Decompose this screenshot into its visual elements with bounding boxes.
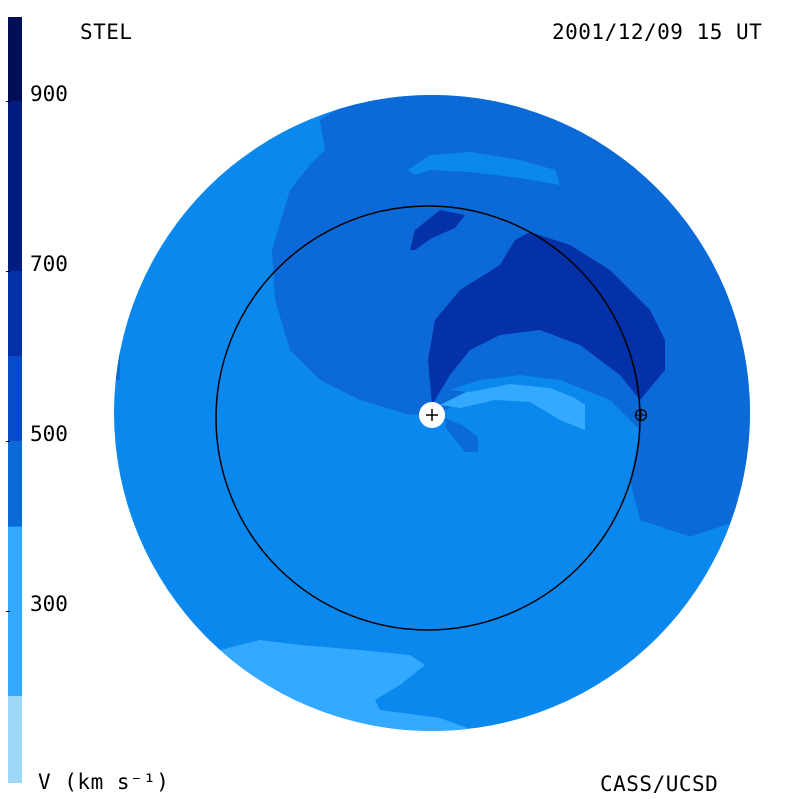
region-400-500 — [445, 418, 478, 452]
region-300-400 — [408, 152, 560, 185]
region-500-600 — [410, 210, 465, 250]
region-200-300 — [440, 382, 585, 430]
earth-symbol-icon — [634, 408, 648, 422]
observatory-label: STEL — [80, 20, 133, 44]
region-300-400 — [450, 375, 590, 402]
colorbar-divider — [8, 526, 22, 527]
colorbar-tick-label: 700 — [30, 252, 68, 276]
colorbar-tick-label: 300 — [30, 592, 68, 616]
region-500-600 — [428, 232, 665, 405]
region-400-500 — [272, 95, 750, 600]
colorbar-tick — [6, 441, 10, 442]
colorbar-band-700-900 — [8, 101, 22, 271]
colorbar-tick — [6, 611, 10, 612]
colorbar-band-500-600 — [8, 356, 22, 441]
colorbar-band-300-mid — [8, 526, 22, 696]
colorbar-tick-label: 500 — [30, 422, 68, 446]
earth-orbit-ring — [215, 205, 641, 631]
velocity-colorbar — [8, 17, 22, 783]
colorbar-band-600-700 — [8, 271, 22, 356]
colorbar-tick-label: 900 — [30, 82, 68, 106]
colorbar-tick — [6, 271, 10, 272]
plus-icon — [419, 402, 445, 428]
colorbar-band-200-300 — [8, 696, 22, 783]
colorbar-band-400-500 — [8, 441, 22, 526]
colorbar-band-900-1000 — [8, 17, 22, 101]
units-label: V (km s⁻¹) — [38, 770, 170, 794]
timestamp-label: 2001/12/09 15 UT — [552, 20, 763, 44]
colorbar-tick — [6, 101, 10, 102]
credit-label: CASS/UCSD — [600, 772, 719, 796]
